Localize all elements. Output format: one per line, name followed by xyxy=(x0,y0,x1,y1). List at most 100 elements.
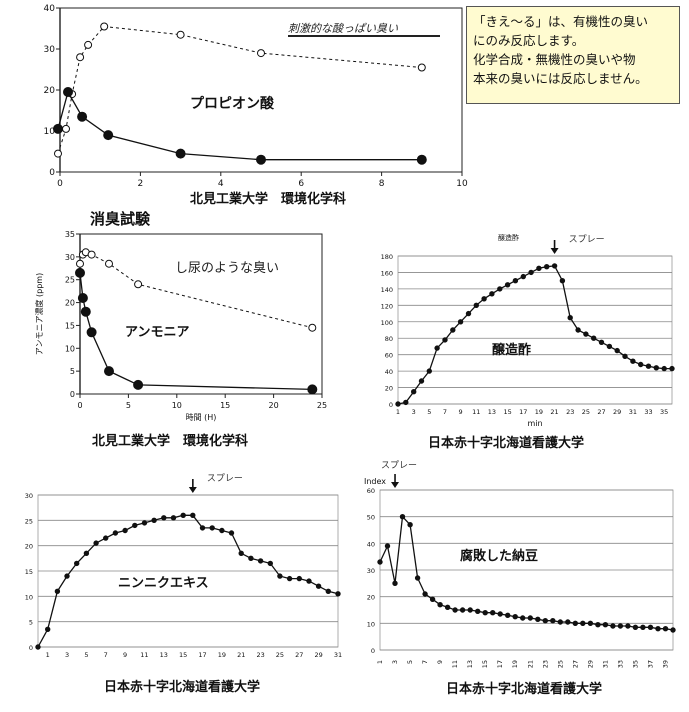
chart-ammonia: 0 5 10 15 20 25 30 35 0 5 10 15 20 25 アンモニア し尿のような臭い 時間 … xyxy=(0,228,340,428)
y-tick-label: 0 xyxy=(389,401,393,409)
data-point xyxy=(414,575,421,581)
data-point xyxy=(296,575,302,582)
data-point xyxy=(614,347,620,354)
y-tick-label: 40 xyxy=(44,4,56,14)
x-tick-label: 15 xyxy=(503,408,511,416)
x-tick-label: 33 xyxy=(616,660,624,668)
y-tick-label: 15 xyxy=(25,568,33,576)
data-point xyxy=(315,583,322,589)
x-tick-label: 27 xyxy=(571,660,579,668)
caption-jrc-2: 日本赤十字北海道看護大学 xyxy=(104,680,261,695)
data-point xyxy=(93,540,99,546)
x-tick-label: 11 xyxy=(140,651,148,659)
data-point xyxy=(565,619,571,625)
dashed-series-line xyxy=(57,25,422,154)
data-point xyxy=(504,282,511,288)
spray-label: スプレー xyxy=(381,460,417,471)
data-point xyxy=(422,591,428,597)
data-point xyxy=(104,366,114,377)
data-point xyxy=(228,530,235,536)
data-point xyxy=(528,269,534,276)
x-tick-label: 27 xyxy=(597,408,605,416)
y-tick-label: 20 xyxy=(44,86,56,96)
data-point xyxy=(457,319,464,325)
x-tick-label: 35 xyxy=(631,660,639,668)
data-point xyxy=(267,560,274,567)
y-tick-label: 30 xyxy=(367,567,375,575)
data-point xyxy=(416,154,427,165)
data-point xyxy=(286,575,293,582)
data-point xyxy=(62,124,70,133)
data-point xyxy=(567,315,573,321)
spray-arrow-head xyxy=(550,248,559,254)
data-point xyxy=(219,527,225,534)
y-tick-label: 60 xyxy=(385,352,393,360)
note-line: 化学合成・無機性の臭いや物 xyxy=(473,52,636,67)
chart-garlic: 0 5 10 15 20 25 30 1 3 5 7 9 11 13 15 17 19 21 23 25 27 29 31 ニ… xyxy=(20,473,350,670)
x-tick-label: 11 xyxy=(451,660,459,668)
x-tick-label: 21 xyxy=(550,408,558,416)
data-point xyxy=(176,30,185,39)
data-point xyxy=(86,327,97,338)
data-point xyxy=(257,49,265,58)
x-tick-label: 5 xyxy=(427,408,431,416)
data-point xyxy=(87,250,96,259)
data-point xyxy=(625,623,631,629)
caption-jrc-1: 日本赤十字北海道看護大学 xyxy=(428,436,585,451)
x-tick-label: 3 xyxy=(391,660,399,664)
data-point xyxy=(134,280,143,289)
data-point xyxy=(452,607,458,613)
x-tick-label: 23 xyxy=(541,660,549,668)
x-tick-label: 17 xyxy=(198,651,206,659)
data-point xyxy=(512,614,518,620)
data-point xyxy=(74,560,80,567)
data-point xyxy=(53,123,63,134)
x-tick-label: 10 xyxy=(172,401,182,410)
chart-title: アンモニア xyxy=(125,325,189,340)
propionic-chart-svg: 0 10 20 30 40 0 2 4 6 8 10 プロピオン酸 刺激的な酸っぱい臭い xyxy=(44,4,468,189)
data-point xyxy=(325,588,331,595)
data-point xyxy=(161,515,167,521)
data-point xyxy=(256,154,266,165)
x-tick-label: 2 xyxy=(138,179,144,189)
data-point xyxy=(669,365,675,372)
x-tick-label: 23 xyxy=(566,408,574,416)
y-tick-label: 20 xyxy=(25,543,33,551)
data-point xyxy=(520,273,527,280)
x-tick-label: 1 xyxy=(376,660,384,664)
x-tick-label: 0 xyxy=(77,401,82,410)
data-point xyxy=(190,512,196,518)
data-point xyxy=(77,111,88,122)
data-point xyxy=(535,616,541,623)
y-tick-label: 20 xyxy=(385,385,393,393)
data-point xyxy=(583,331,589,337)
data-point xyxy=(559,278,566,284)
data-point xyxy=(647,624,654,631)
x-tick-label: 25 xyxy=(582,408,590,416)
x-tick-label: 21 xyxy=(237,651,245,659)
chart-annotation: し尿のような臭い xyxy=(175,261,279,276)
data-point xyxy=(630,358,636,364)
data-point xyxy=(610,623,616,629)
data-point xyxy=(170,515,177,521)
data-point xyxy=(64,573,70,579)
data-point xyxy=(450,327,456,333)
data-point xyxy=(45,626,51,633)
x-tick-label: 19 xyxy=(511,660,519,668)
data-point xyxy=(100,22,109,31)
note-line: 「きえ～る」は、有機性の臭い xyxy=(473,14,649,29)
x-tick-label: 31 xyxy=(334,651,342,659)
data-point xyxy=(434,345,440,351)
data-point xyxy=(505,612,511,619)
y-tick-label: 15 xyxy=(65,321,75,330)
x-tick-label: 5 xyxy=(126,401,131,410)
chart-top-label: 醸造酢 xyxy=(498,233,519,242)
y-tick-label: 100 xyxy=(381,319,393,327)
x-tick-label: 6 xyxy=(298,179,304,189)
y-tick-label: 50 xyxy=(367,514,375,522)
data-point xyxy=(580,620,586,627)
x-tick-label: 21 xyxy=(526,660,534,668)
note-line: にのみ反応します。 xyxy=(473,33,585,48)
data-point xyxy=(35,644,41,650)
data-point xyxy=(661,365,667,372)
